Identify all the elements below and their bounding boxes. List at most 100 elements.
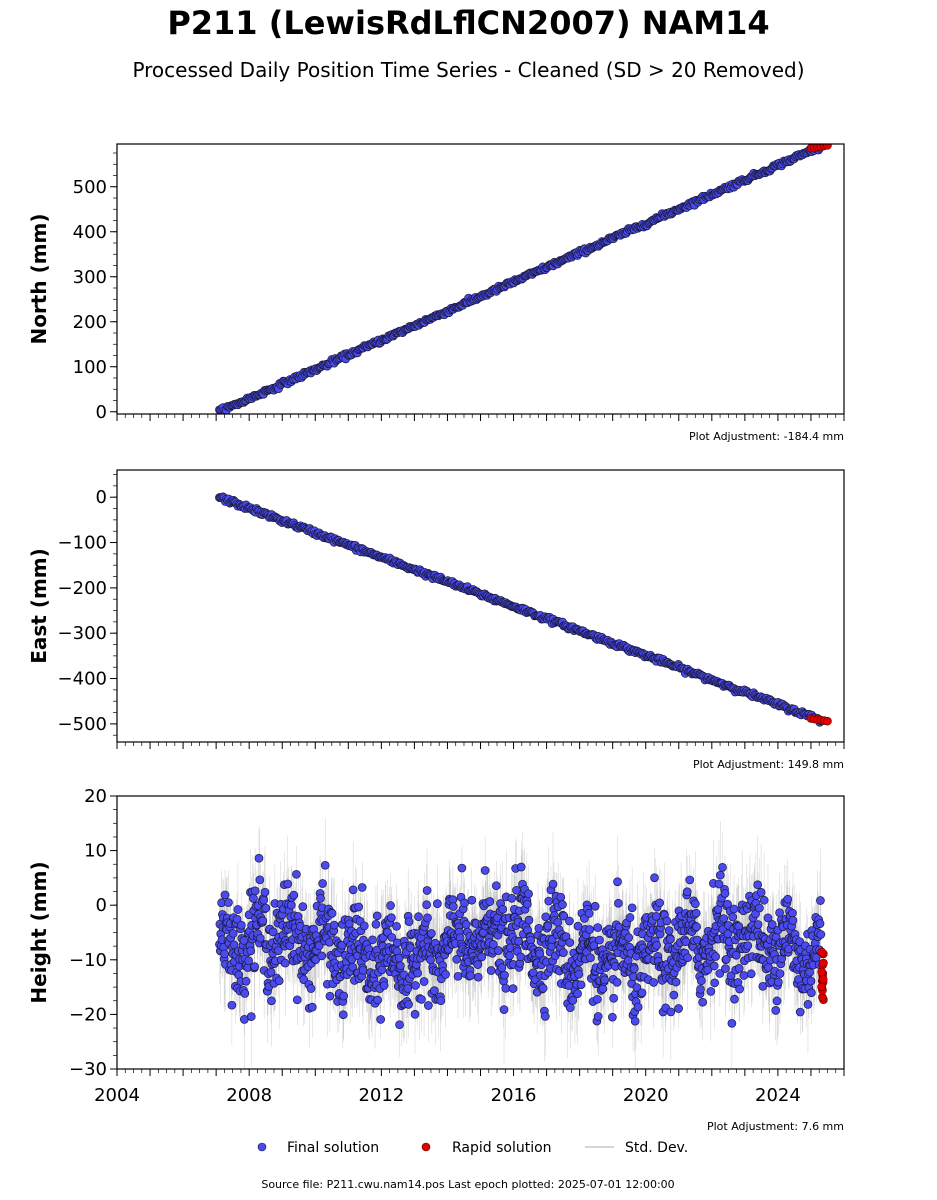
height-final-point [267,996,276,1006]
height-final-point [534,923,544,933]
height-final-point [731,950,741,960]
height-final-point [357,883,367,892]
height-final-point [359,921,369,931]
height-final-point [240,989,250,998]
height-final-point [608,1012,617,1022]
height-final-point [593,923,603,932]
height-final-point [261,903,271,913]
height-final-point [629,964,639,974]
height-final-point [244,956,254,966]
height-final-point [715,969,725,978]
height-final-point [273,946,283,956]
height-final-point [358,965,368,975]
height-final-point [246,946,256,956]
height-final-point [246,1012,256,1021]
height-final-point [652,940,661,950]
height-final-point [516,952,526,962]
height-final-point [485,897,495,906]
height-final-point [624,933,634,942]
height-final-point [320,860,330,870]
height-final-point [584,909,594,918]
height-final-point [662,916,672,926]
height-final-point [427,929,436,938]
height-data [215,817,828,1069]
height-final-point [255,933,265,943]
height-final-point [553,917,563,927]
height-final-point [373,995,382,1005]
height-final-point [453,971,463,981]
height-final-point [499,1005,509,1014]
height-final-point [703,965,713,975]
height-final-point [669,990,679,1000]
height-final-point [298,902,308,911]
height-final-point [237,920,246,930]
height-final-point [494,946,503,955]
height-final-point [286,900,296,910]
height-final-point [307,1002,317,1012]
height-final-point [339,991,349,1001]
height-final-point [692,922,701,932]
height-final-point [573,989,582,998]
height-final-point [632,983,642,992]
height-final-point [249,894,258,903]
height-final-point [650,873,659,883]
height-final-point [540,1012,550,1021]
height-final-point [220,890,230,900]
height-final-point [612,977,622,987]
north-ytick-label: 400 [73,222,107,243]
east-adjustment: Plot Adjustment: 149.8 mm [693,758,844,771]
height-final-point [417,995,426,1004]
height-final-point [556,892,566,902]
height-final-point [710,978,720,988]
height-final-point [448,902,458,911]
east-ytick-label: −400 [58,669,107,690]
height-final-point [711,952,720,961]
height-final-point [565,938,575,947]
height-final-point [233,905,243,914]
height-final-point [232,914,242,924]
height-final-point [220,949,229,959]
east-rapid-point [823,716,832,726]
height-final-point [625,913,635,922]
height-final-point [368,935,377,945]
east-ytick-label: 0 [96,487,107,508]
height-final-point [396,961,405,971]
height-final-point [318,879,327,888]
height-final-point [595,935,604,945]
height-final-point [568,995,578,1005]
height-final-point [683,953,692,963]
height-final-point [600,975,609,985]
height-final-point [473,972,483,982]
height-final-point [354,902,364,912]
height-final-point [538,983,548,993]
height-final-point [395,1020,404,1030]
height-final-point [739,971,749,980]
height-final-point [426,955,435,965]
east-ytick-label: −300 [58,623,107,644]
height-final-point [414,912,423,921]
height-final-point [541,912,551,922]
height-final-point [348,962,358,972]
height-final-point [565,1003,575,1013]
height-final-point [473,960,483,969]
north-panel: 0 100 200 300 400 500 North (mm) Plot Adjustmen… [27,143,845,443]
height-final-point [696,985,705,994]
height-final-point [682,887,692,897]
height-final-point [486,966,496,975]
north-rapid-point [823,144,832,150]
height-final-point [404,1000,413,1009]
height-final-point [576,980,586,990]
height-final-point [327,909,337,918]
height-final-point [535,949,545,959]
height-final-point [734,964,744,973]
height-final-point [338,1010,348,1020]
height-final-point [664,926,674,935]
height-final-point [436,996,446,1006]
height-final-point [685,875,695,885]
north-ytick-label: 300 [73,267,107,288]
height-final-point [460,898,469,908]
east-data [215,492,832,727]
north-adjustment: Plot Adjustment: -184.4 mm [689,430,844,443]
